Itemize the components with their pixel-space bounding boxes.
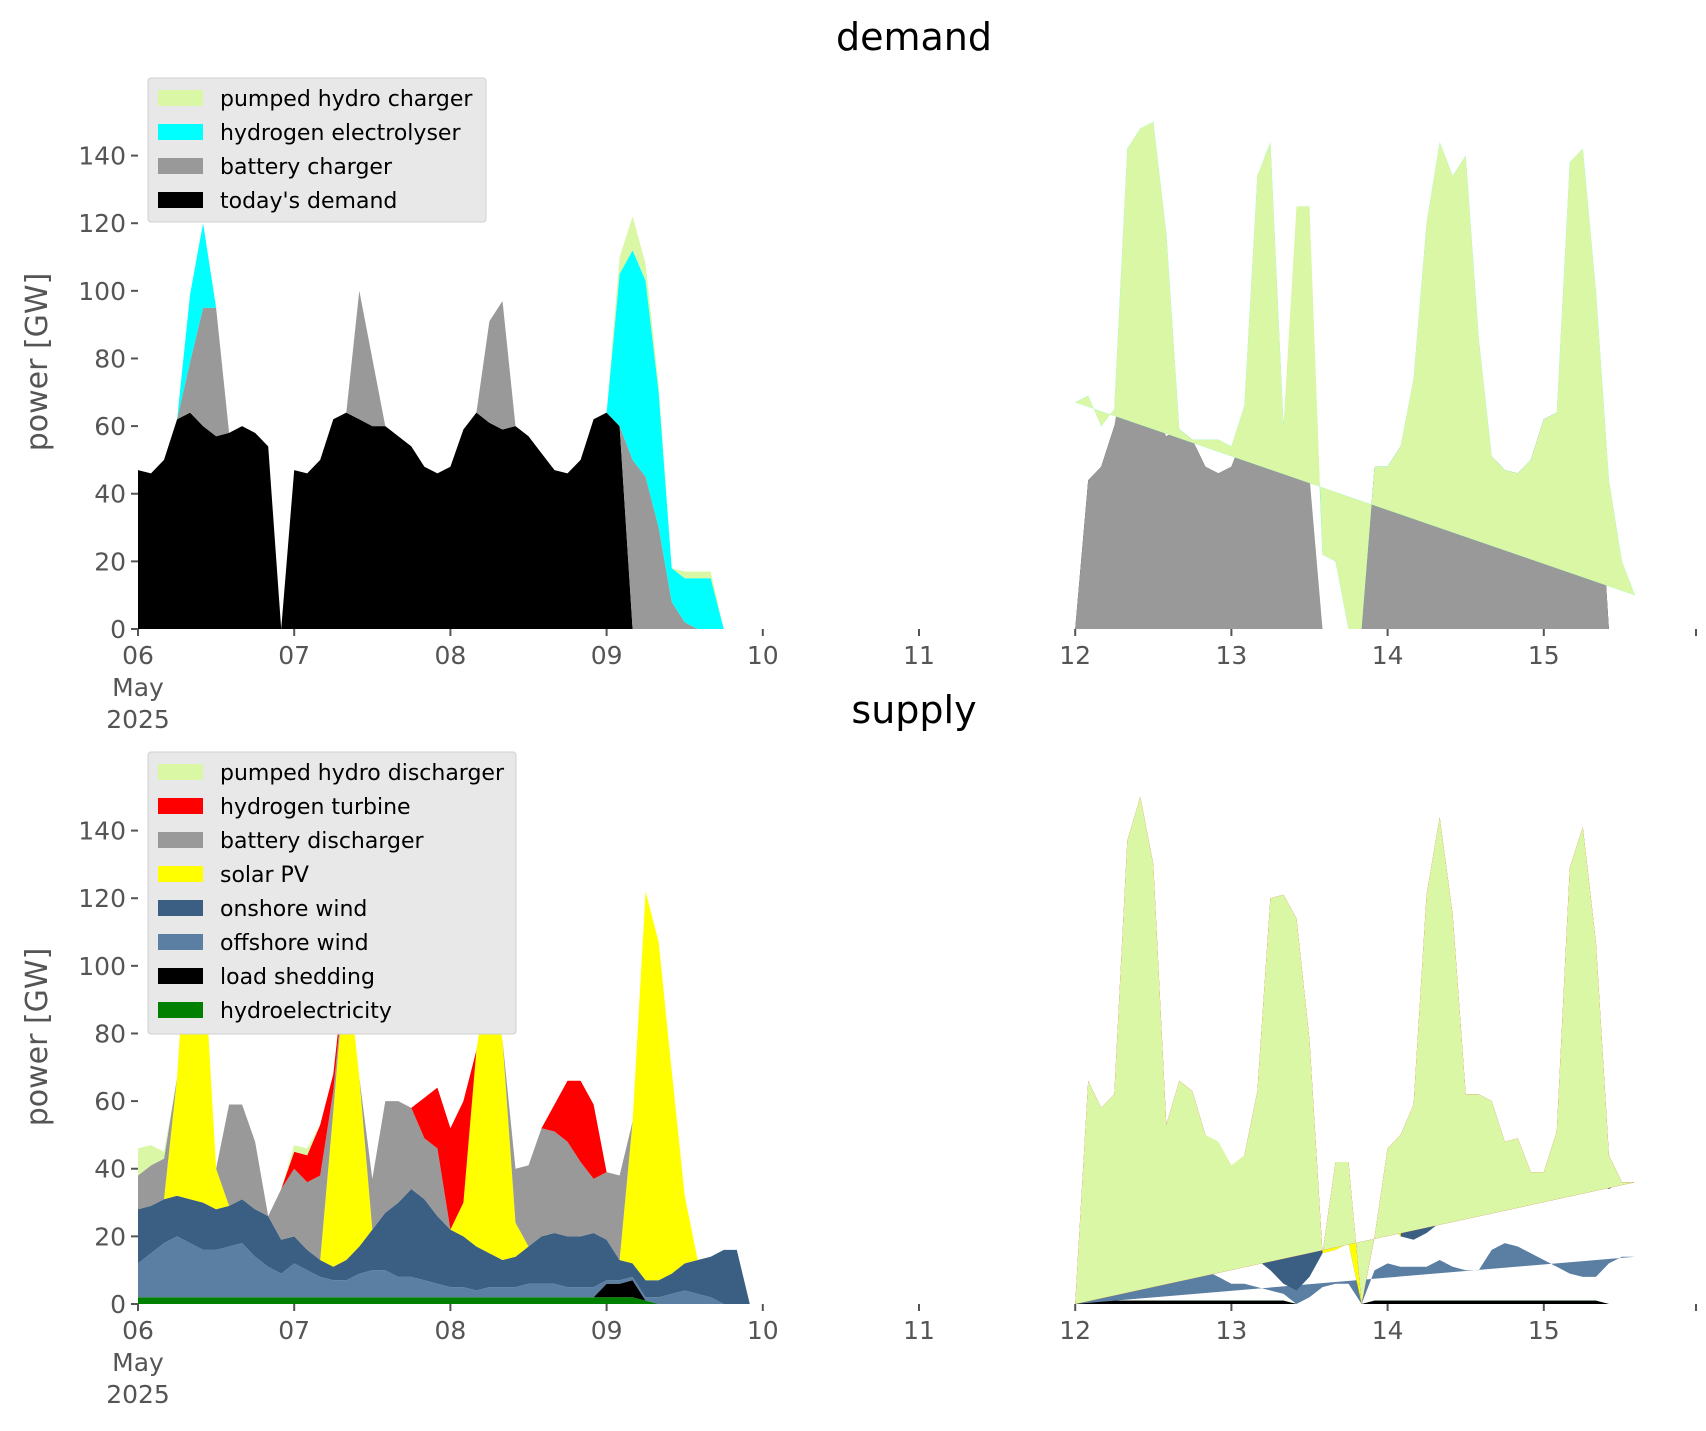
y-tick-label: 60 (94, 1087, 126, 1116)
y-tick-label: 140 (78, 817, 126, 846)
y-tick-label: 120 (78, 884, 126, 913)
y-tick-label: 100 (78, 277, 126, 306)
x-tick-sublabel: May (112, 1348, 164, 1377)
y-tick-label: 80 (94, 344, 126, 373)
x-tick-label: 13 (1215, 1316, 1247, 1345)
legend-swatch-hydrogen-electrolyser (158, 124, 203, 140)
legend-swatch-offshore-wind (158, 934, 203, 950)
x-tick-label: 14 (1372, 1316, 1404, 1345)
area-hydrogen-turbine-seg0 (138, 874, 763, 1304)
legend-swatch-battery-discharger (158, 832, 203, 848)
x-tick-label: 10 (747, 641, 779, 670)
legend-label-pumped-hydro-discharger: pumped hydro discharger (220, 761, 505, 786)
legend-swatch-load-shedding (158, 968, 203, 984)
x-tick-sublabel: May (112, 673, 164, 702)
legend-swatch-onshore-wind (158, 900, 203, 916)
y-tick-label: 20 (94, 1222, 126, 1251)
x-tick-sublabel: 2025 (106, 705, 170, 734)
x-tick-label: 15 (1528, 641, 1560, 670)
chart-title-demand: demand (836, 15, 992, 59)
x-tick-label: 09 (591, 1316, 623, 1345)
legend-box (147, 751, 517, 1035)
area-load-shedding-seg1 (1075, 1300, 1635, 1304)
x-tick-label: 06 (122, 641, 154, 670)
area-battery-charger-seg1 (1075, 328, 1635, 629)
area-battery-discharger-seg0 (138, 874, 763, 1304)
x-tick-label: 14 (1372, 641, 1404, 670)
legend-swatch-today-s-demand (158, 192, 203, 208)
area-load-shedding-seg0 (138, 1280, 763, 1304)
legend-swatch-pumped-hydro-discharger (158, 764, 203, 780)
x-tick-label: 09 (591, 641, 623, 670)
area-solar-pv-seg0 (138, 874, 763, 1304)
area-hydroelectricity-seg0 (138, 1297, 763, 1304)
supply-chart: 0 20 40 60 80 100 120 140 power [GW] 06 07 08 09 10 11… (20, 751, 1697, 1409)
legend-swatch-hydrogen-turbine (158, 798, 203, 814)
legend-label-pumped-hydro-charger: pumped hydro charger (220, 87, 473, 112)
x-tick-sublabel: 2025 (106, 1380, 170, 1409)
demand-chart: 0 20 40 60 80 100 120 140 power [GW] 06 07 08 09 10 11… (20, 77, 1697, 734)
area-pumped-hydro-charger-seg1 (1075, 121, 1635, 630)
y-tick-label: 0 (110, 615, 126, 644)
legend-label-solar-pv: solar PV (220, 863, 309, 888)
y-tick-label: 80 (94, 1019, 126, 1048)
x-tick-label: 10 (747, 1316, 779, 1345)
legend-swatch-hydroelectricity (158, 1002, 203, 1018)
legend-swatch-solar-pv (158, 866, 203, 882)
x-tick-label: 07 (278, 1316, 310, 1345)
y-tick-label: 60 (94, 412, 126, 441)
chart-title-supply: supply (851, 688, 976, 732)
area-battery-charger-seg0 (138, 290, 763, 629)
y-tick-label: 100 (78, 952, 126, 981)
y-tick-label: 20 (94, 547, 126, 576)
y-axis-label: power [GW] (20, 948, 55, 1127)
legend-label-battery-discharger: battery discharger (220, 829, 425, 854)
y-tick-label: 40 (94, 480, 126, 509)
legend-box (147, 77, 487, 223)
y-tick-label: 0 (110, 1290, 126, 1319)
legend-label-onshore-wind: onshore wind (220, 897, 367, 922)
y-axis-label: power [GW] (20, 273, 55, 452)
area-hydrogen-electrolyser-seg0 (138, 223, 763, 629)
legend-label-offshore-wind: offshore wind (220, 931, 369, 956)
x-tick-label: 07 (278, 641, 310, 670)
x-tick-label: 11 (903, 1316, 935, 1345)
y-tick-label: 140 (78, 142, 126, 171)
legend-label-battery-charger: battery charger (220, 155, 393, 180)
x-tick-label: 12 (1059, 1316, 1091, 1345)
y-tick-label: 40 (94, 1155, 126, 1184)
x-tick-label: 15 (1528, 1316, 1560, 1345)
legend-label-hydrogen-electrolyser: hydrogen electrolyser (220, 121, 461, 146)
legend-label-hydrogen-turbine: hydrogen turbine (220, 795, 411, 820)
legend-label-load-shedding: load shedding (220, 965, 375, 990)
x-tick-label: 12 (1059, 641, 1091, 670)
legend-swatch-pumped-hydro-charger (158, 90, 203, 106)
x-tick-label: 13 (1215, 641, 1247, 670)
area-offshore-wind-seg1 (1075, 1243, 1635, 1304)
legend-label-hydroelectricity: hydroelectricity (220, 999, 392, 1024)
x-tick-label: 08 (434, 1316, 466, 1345)
x-tick-label: 06 (122, 1316, 154, 1345)
area-offshore-wind-seg0 (138, 1236, 763, 1304)
x-tick-label: 08 (434, 641, 466, 670)
x-tick-label: 11 (903, 641, 935, 670)
y-tick-label: 120 (78, 209, 126, 238)
legend-swatch-battery-charger (158, 158, 203, 174)
area-onshore-wind-seg0 (138, 1189, 763, 1304)
area-pumped-hydro-discharger-seg1 (1075, 796, 1635, 1304)
area-today-s-demand-seg0 (138, 412, 763, 629)
legend-label-today-s-demand: today's demand (220, 189, 397, 214)
